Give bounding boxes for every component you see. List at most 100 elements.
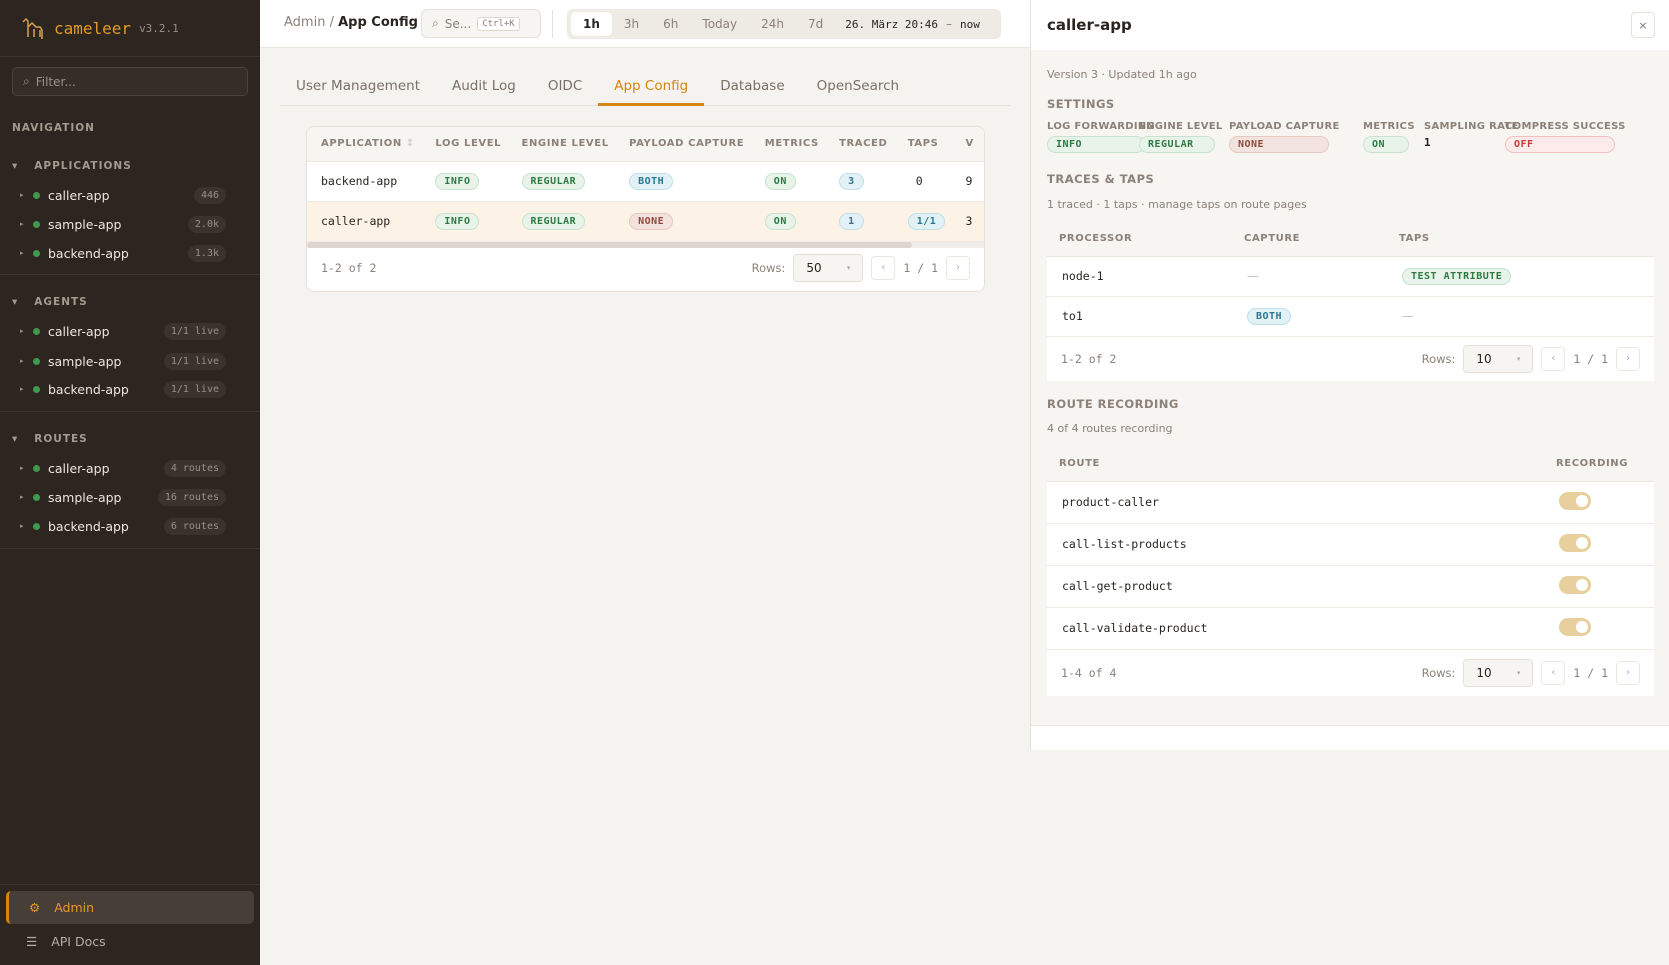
panel-title: caller-app bbox=[1031, 0, 1669, 50]
expand-icon: ▸ bbox=[20, 249, 24, 257]
range-today[interactable]: Today bbox=[702, 17, 738, 31]
tab-app-config[interactable]: App Config bbox=[598, 72, 705, 106]
tab-database[interactable]: Database bbox=[720, 78, 785, 94]
range-6h[interactable]: 6h bbox=[663, 17, 679, 31]
nav-heading: NAVIGATION bbox=[12, 122, 95, 134]
nav-api-docs[interactable]: ☰ API Docs bbox=[26, 934, 106, 949]
routes-heading: ROUTE RECORDING bbox=[1047, 397, 1179, 411]
rows-per-page-select[interactable]: 10 ▾ bbox=[1463, 658, 1534, 687]
sidebar-item-agent[interactable]: ▸ caller-app 1/1 live bbox=[20, 319, 226, 343]
group-agents[interactable]: ▾ AGENTS bbox=[12, 296, 88, 308]
sidebar-item-route[interactable]: ▸ caller-app 4 routes bbox=[20, 456, 226, 480]
range-7d[interactable]: 7d bbox=[808, 17, 824, 31]
recording-toggle[interactable] bbox=[1559, 617, 1591, 636]
status-dot bbox=[33, 327, 40, 335]
chevron-down-icon: ▾ bbox=[1516, 668, 1521, 677]
routes-table: ROUTE RECORDING product-caller call-list-… bbox=[1047, 446, 1654, 696]
prev-page-button[interactable]: ‹ bbox=[871, 255, 896, 280]
breadcrumb-current: App Config bbox=[338, 15, 418, 30]
close-button[interactable]: × bbox=[1631, 12, 1655, 38]
status-dot bbox=[33, 385, 40, 393]
recording-toggle[interactable] bbox=[1559, 533, 1591, 552]
next-page-button[interactable]: › bbox=[946, 255, 970, 280]
prev-page-button[interactable]: ‹ bbox=[1541, 346, 1566, 371]
setting-metrics[interactable]: ON bbox=[1363, 136, 1409, 153]
sidebar-item-app[interactable]: ▸ sample-app 2.0k bbox=[20, 212, 226, 236]
sort-icon: ↕ bbox=[405, 138, 415, 150]
status-dot bbox=[33, 220, 40, 228]
group-applications[interactable]: ▾ APPLICATIONS bbox=[12, 160, 132, 172]
routes-summary: 4 of 4 routes recording bbox=[1047, 422, 1173, 435]
search-icon: ⌕ bbox=[23, 74, 30, 88]
traces-table: PROCESSOR CAPTURE TAPS node-1— TEST ATTRIBU… bbox=[1047, 221, 1654, 381]
range-separator: – bbox=[945, 17, 952, 31]
next-page-button[interactable]: › bbox=[1616, 346, 1640, 371]
table-row[interactable]: to1 BOTH — bbox=[1047, 296, 1654, 337]
col-log-level: LOG LEVEL bbox=[425, 127, 512, 162]
chevron-down-icon: ▾ bbox=[1516, 354, 1521, 363]
range-24h[interactable]: 24h bbox=[761, 17, 784, 31]
expand-icon: ▸ bbox=[20, 191, 24, 199]
breadcrumb-admin[interactable]: Admin bbox=[284, 15, 326, 30]
logo[interactable]: cameleer v3.2.1 bbox=[20, 16, 179, 40]
setting-compress-success[interactable]: OFF bbox=[1505, 136, 1615, 153]
rows-per-page-select[interactable]: 10 ▾ bbox=[1463, 344, 1534, 373]
sidebar-item-agent[interactable]: ▸ sample-app 1/1 live bbox=[20, 349, 226, 373]
filter-input[interactable]: ⌕ Filter... bbox=[12, 67, 248, 96]
rows-per-page-select[interactable]: 50 ▾ bbox=[793, 253, 864, 282]
status-dot bbox=[33, 464, 40, 472]
group-routes[interactable]: ▾ ROUTES bbox=[12, 433, 88, 445]
table-row[interactable]: product-caller bbox=[1047, 481, 1654, 524]
col-traced: TRACED bbox=[829, 127, 898, 162]
status-dot bbox=[33, 493, 40, 501]
table-row[interactable]: call-validate-product bbox=[1047, 607, 1654, 650]
traces-summary: 1 traced · 1 taps · manage taps on route… bbox=[1047, 198, 1307, 211]
admin-tabs: User Management Audit Log OIDC App Confi… bbox=[280, 72, 1010, 106]
nav-admin[interactable]: ⚙ Admin bbox=[6, 891, 254, 924]
status-dot bbox=[33, 249, 40, 257]
chevron-down-icon: ▾ bbox=[846, 263, 851, 272]
version-meta: Version 3 · Updated 1h ago bbox=[1047, 68, 1197, 81]
tab-user-management[interactable]: User Management bbox=[296, 78, 420, 94]
setting-engine-level[interactable]: REGULAR bbox=[1139, 136, 1215, 153]
sidebar-item-app[interactable]: ▸ backend-app 1.3k bbox=[20, 241, 226, 265]
tab-audit-log[interactable]: Audit Log bbox=[452, 78, 516, 94]
range-from[interactable]: 26. März 20:46 bbox=[845, 17, 938, 31]
horizontal-scrollbar[interactable] bbox=[307, 241, 984, 248]
tab-oidc[interactable]: OIDC bbox=[547, 78, 583, 94]
camel-icon bbox=[22, 17, 43, 39]
traces-heading: TRACES & TAPS bbox=[1047, 172, 1155, 186]
table-row[interactable]: call-list-products bbox=[1047, 523, 1654, 566]
sidebar-item-route[interactable]: ▸ sample-app 16 routes bbox=[20, 485, 226, 509]
setting-log-forwarding[interactable]: INFO bbox=[1047, 136, 1145, 153]
table-row[interactable]: node-1— TEST ATTRIBUTE bbox=[1047, 256, 1654, 297]
search-icon: ⌕ bbox=[432, 16, 439, 30]
tab-opensearch[interactable]: OpenSearch bbox=[816, 78, 900, 94]
range-1h[interactable]: 1h bbox=[571, 12, 612, 36]
sidebar-item-app[interactable]: ▸ caller-app 446 bbox=[20, 183, 226, 207]
range-to[interactable]: now bbox=[959, 17, 980, 31]
page-indicator: 1 / 1 bbox=[903, 260, 938, 275]
table-row[interactable]: backend-app INFO REGULAR BOTH ON 3 0 9 bbox=[307, 161, 984, 202]
search-button[interactable]: ⌕ Se... Ctrl+K bbox=[421, 9, 541, 38]
setting-payload-capture[interactable]: NONE bbox=[1229, 136, 1329, 153]
range-3h[interactable]: 3h bbox=[623, 17, 640, 31]
recording-toggle[interactable] bbox=[1559, 491, 1591, 510]
brand-name: cameleer bbox=[54, 18, 132, 38]
prev-page-button[interactable]: ‹ bbox=[1541, 660, 1566, 685]
status-dot bbox=[33, 191, 40, 199]
next-page-button[interactable]: › bbox=[1616, 660, 1640, 685]
collapse-icon: ▾ bbox=[12, 433, 19, 445]
sidebar-item-route[interactable]: ▸ backend-app 6 routes bbox=[20, 514, 226, 538]
setting-sampling-rate[interactable]: 1 bbox=[1424, 136, 1431, 149]
col-application[interactable]: APPLICATION ↕ bbox=[307, 127, 426, 162]
recording-toggle[interactable] bbox=[1559, 575, 1591, 594]
sidebar-item-agent[interactable]: ▸ backend-app 1/1 live bbox=[20, 377, 226, 401]
expand-icon: ▸ bbox=[20, 357, 24, 365]
table-row-selected[interactable]: caller-app INFO REGULAR NONE ON 1 1/1 3 bbox=[307, 201, 984, 242]
col-v: V bbox=[955, 127, 984, 162]
breadcrumb: Admin / App Config bbox=[284, 15, 418, 30]
col-payload-capture: PAYLOAD CAPTURE bbox=[619, 127, 755, 162]
expand-icon: ▸ bbox=[20, 220, 24, 228]
table-row[interactable]: call-get-product bbox=[1047, 565, 1654, 608]
